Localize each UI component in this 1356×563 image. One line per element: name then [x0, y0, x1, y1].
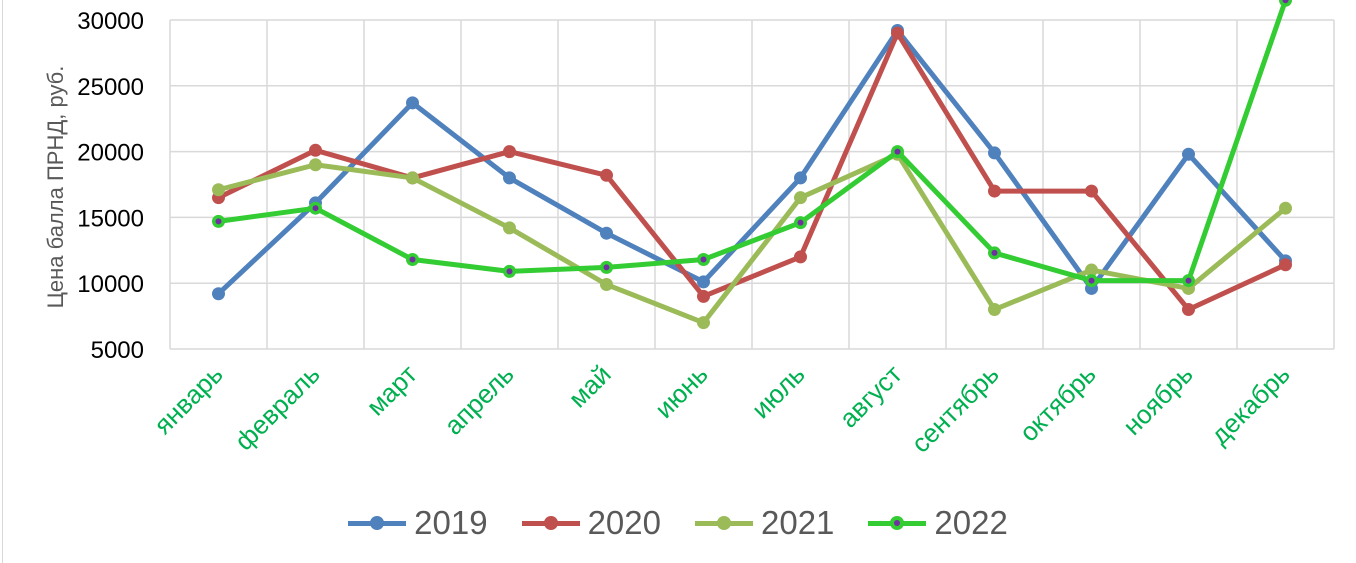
legend-swatch: [521, 511, 580, 535]
legend-swatch: [348, 511, 407, 535]
data-point-2020: [1279, 258, 1292, 272]
legend-item-2020: 2020: [521, 504, 661, 542]
legend: 2019 2020 2021 2022: [0, 498, 1356, 548]
data-point-center-2022: [215, 218, 222, 225]
series-line-2019: [216, 28, 1288, 297]
legend-label: 2020: [587, 504, 661, 541]
data-point-2021: [1279, 201, 1292, 215]
x-category-label: ноябрь: [1117, 359, 1199, 441]
y-tick-label: 20000: [77, 140, 144, 167]
data-point-2019: [1182, 147, 1195, 161]
data-point-center-2022: [312, 205, 319, 212]
x-category-label: апрель: [438, 359, 520, 441]
data-point-center-2022: [506, 268, 513, 275]
y-tick-label: 15000: [77, 205, 144, 232]
legend-swatch: [695, 511, 753, 535]
data-point-2020: [988, 184, 1001, 198]
series-group: [212, 0, 1292, 330]
left-edge-divider: [2, 0, 3, 563]
data-point-center-2022: [603, 264, 610, 271]
x-category-label: декабрь: [1205, 359, 1296, 450]
data-point-2020: [503, 145, 516, 159]
data-point-2019: [697, 275, 710, 289]
y-tick-label: 5000: [91, 337, 144, 364]
data-point-center-2022: [409, 256, 416, 263]
x-category-label: октябрь: [1013, 359, 1101, 447]
data-point-2019: [212, 287, 225, 301]
y-tick-label: 10000: [77, 271, 144, 298]
legend-item-2019: 2019: [348, 504, 488, 542]
data-point-center-2022: [894, 148, 901, 155]
x-category-label: июнь: [649, 359, 714, 424]
data-point-2020: [600, 168, 613, 182]
data-point-2020: [891, 26, 904, 40]
x-category-label: январь: [148, 359, 229, 440]
x-category-label: май: [562, 359, 616, 413]
data-point-2021: [988, 303, 1001, 317]
data-point-center-2022: [1185, 277, 1192, 284]
x-category-label: февраль: [229, 359, 326, 456]
data-point-2019: [600, 226, 613, 240]
data-point-2020: [1182, 303, 1195, 317]
y-tick-label: 30000: [77, 8, 144, 35]
legend-swatch: [868, 511, 927, 535]
data-point-2019: [503, 171, 516, 185]
x-category-label: июль: [746, 359, 811, 424]
data-point-2021: [212, 183, 225, 197]
plot-area: 5000 10000 15000 20000 25000 30000 январь февра…: [77, 0, 1335, 459]
legend-item-2022: 2022: [868, 504, 1008, 542]
data-point-center-2022: [797, 219, 804, 226]
data-point-2021: [406, 171, 419, 185]
data-point-2021: [697, 316, 710, 330]
legend-label: 2019: [414, 504, 488, 541]
data-point-2019: [406, 96, 419, 110]
series-line-2022: [216, 0, 1288, 284]
data-point-2020: [697, 289, 710, 303]
data-point-2020: [309, 143, 322, 157]
data-point-center-2022: [1282, 0, 1289, 4]
data-point-2021: [794, 191, 807, 205]
data-point-center-2022: [700, 256, 707, 263]
series-line-2021: [216, 151, 1288, 326]
x-category-label: сентябрь: [905, 359, 1004, 458]
data-point-2020: [794, 250, 807, 264]
x-category-label: август: [833, 359, 908, 434]
data-point-2022: [1279, 0, 1292, 7]
y-axis-title: Цена балла ПРНД, руб.: [43, 65, 68, 309]
data-point-2019: [988, 146, 1001, 160]
data-point-2021: [309, 158, 322, 172]
y-tick-label: 25000: [77, 74, 144, 101]
data-point-2021: [600, 278, 613, 292]
data-point-center-2022: [1088, 277, 1095, 284]
data-point-2021: [503, 221, 516, 235]
data-point-2019: [794, 171, 807, 185]
legend-item-2021: 2021: [695, 504, 834, 542]
data-point-2021: [1085, 263, 1098, 277]
legend-label: 2022: [934, 504, 1008, 541]
data-point-center-2022: [991, 249, 998, 256]
x-category-label: март: [360, 359, 422, 421]
data-point-2020: [1085, 184, 1098, 198]
legend-label: 2021: [761, 504, 835, 541]
